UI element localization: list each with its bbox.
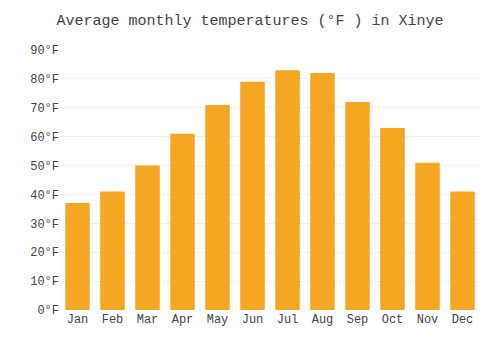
- svg-text:Nov: Nov: [417, 313, 439, 327]
- svg-text:Jan: Jan: [67, 313, 89, 327]
- svg-text:Jul: Jul: [277, 313, 299, 327]
- svg-text:70°F: 70°F: [30, 102, 59, 116]
- svg-text:10°F: 10°F: [30, 275, 59, 289]
- svg-text:90°F: 90°F: [30, 44, 59, 58]
- svg-text:Average monthly temperatures (: Average monthly temperatures (°F ) in Xi…: [56, 13, 443, 30]
- svg-text:Aug: Aug: [312, 313, 334, 327]
- svg-text:20°F: 20°F: [30, 246, 59, 260]
- svg-text:Feb: Feb: [102, 313, 124, 327]
- svg-text:80°F: 80°F: [30, 73, 59, 87]
- svg-text:40°F: 40°F: [30, 189, 59, 203]
- svg-text:Jun: Jun: [242, 313, 264, 327]
- svg-text:Oct: Oct: [382, 313, 404, 327]
- svg-text:May: May: [207, 313, 229, 327]
- svg-text:0°F: 0°F: [37, 304, 59, 318]
- svg-text:Apr: Apr: [172, 313, 194, 327]
- svg-text:Mar: Mar: [137, 313, 159, 327]
- svg-text:60°F: 60°F: [30, 131, 59, 145]
- svg-text:50°F: 50°F: [30, 160, 59, 174]
- svg-text:Sep: Sep: [347, 313, 369, 327]
- svg-text:30°F: 30°F: [30, 218, 59, 232]
- svg-text:Dec: Dec: [452, 313, 474, 327]
